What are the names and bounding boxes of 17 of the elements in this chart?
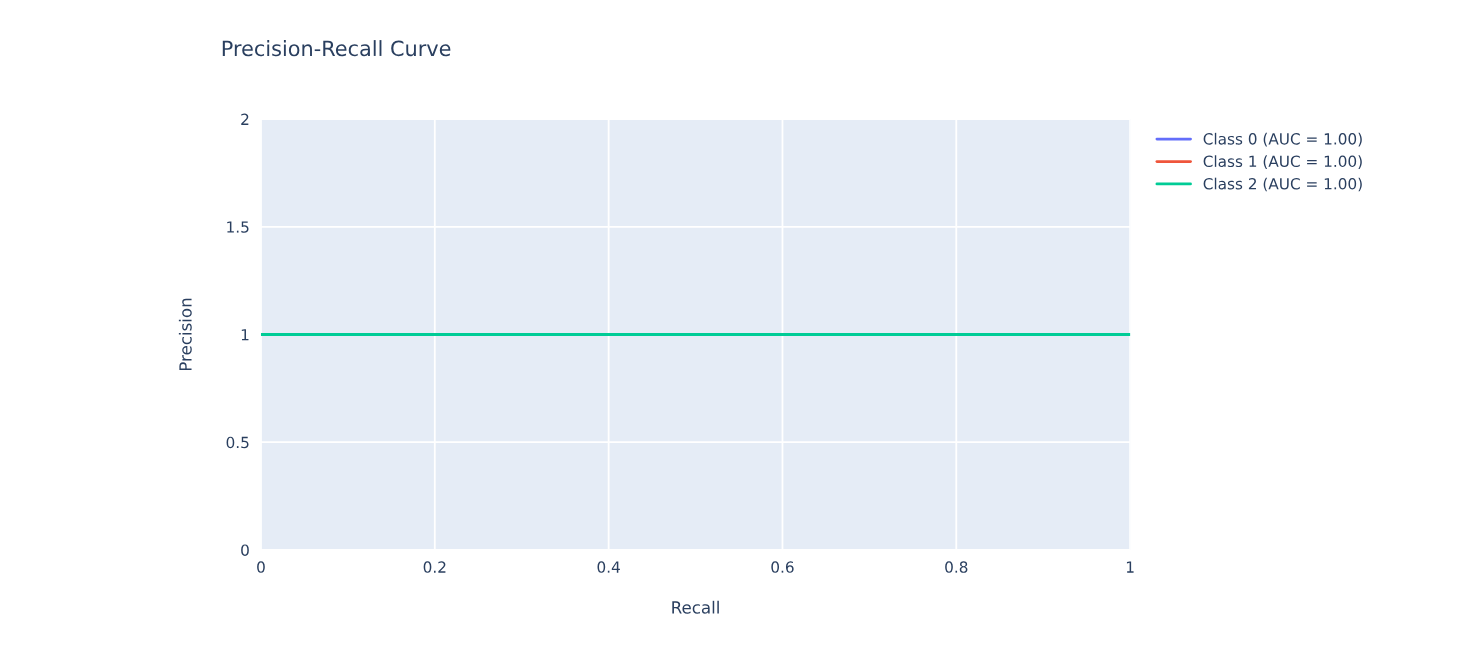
legend-label: Class 0 (AUC = 1.00) [1203, 132, 1362, 147]
y-tick-label: 2 [241, 113, 249, 125]
y-tick-label: 1.5 [227, 221, 249, 233]
x-tick-label: 0 [257, 561, 265, 573]
y-tick-label: 1 [241, 329, 249, 341]
y-tick-label: 0.5 [226, 436, 249, 449]
legend-label: Class 1 (AUC = 1.00) [1203, 155, 1362, 169]
x-tick-label: 0.2 [423, 561, 446, 573]
x-tick-label: 1 [1126, 561, 1134, 573]
y-tick-label: 0 [241, 544, 249, 556]
chart-title: Precision-Recall Curve [222, 40, 451, 57]
y-axis-title: Precision [178, 298, 192, 371]
x-tick-label: 0.4 [597, 561, 620, 573]
x-axis-title: Recall [672, 600, 719, 614]
x-tick-label: 0.6 [771, 561, 794, 573]
legend-label: Class 2 (AUC = 1.00) [1203, 177, 1362, 192]
x-tick-label: 0.8 [945, 561, 968, 573]
